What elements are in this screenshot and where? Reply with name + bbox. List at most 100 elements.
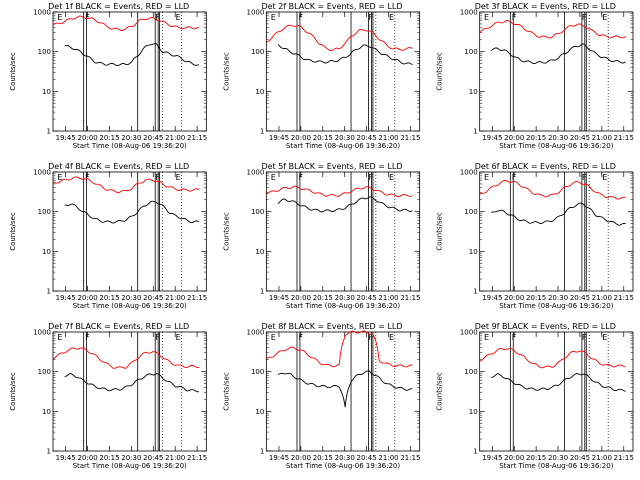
plot-frame xyxy=(52,331,207,452)
marker-label: E xyxy=(271,333,276,342)
x-tick-label: 19:45 xyxy=(269,134,289,142)
y-tick-label: 1 xyxy=(47,288,51,296)
events-series-line xyxy=(277,196,413,213)
marker-label: F xyxy=(155,333,160,342)
y-tick-label: 1000 xyxy=(33,9,51,17)
y-tick-label: 1000 xyxy=(247,169,265,177)
x-tick-label: 21:00 xyxy=(165,134,185,142)
panel-det-2: Det 2f BLACK = Events, RED = LLD 1 10 100 10… xyxy=(222,2,420,150)
x-tick-label: 20:30 xyxy=(335,134,355,142)
x-tick-label: 21:00 xyxy=(165,454,185,462)
x-tick-label: 21:15 xyxy=(187,454,207,462)
x-tick-label: 21:15 xyxy=(187,134,207,142)
x-axis-label: Start Time (08-Aug-06 19:36:20) xyxy=(73,142,187,150)
y-tick-label: 1 xyxy=(260,288,264,296)
x-tick-label: 21:00 xyxy=(165,294,185,302)
x-tick-label: 20:00 xyxy=(291,294,311,302)
events-series-line xyxy=(491,373,626,392)
x-tick-label: 20:00 xyxy=(77,454,97,462)
x-tick-label: 21:00 xyxy=(378,134,398,142)
x-tick-label: 20:30 xyxy=(548,454,568,462)
x-tick-label: 20:00 xyxy=(77,294,97,302)
marker-label: E xyxy=(176,333,181,342)
y-tick-label: 10 xyxy=(42,248,51,256)
x-tick-label: 20:45 xyxy=(357,454,377,462)
x-tick-label: 20:15 xyxy=(313,294,333,302)
y-tick-label: 100 xyxy=(38,48,51,56)
y-tick-label: 100 xyxy=(251,208,264,216)
y-tick-label: 100 xyxy=(251,48,264,56)
x-tick-label: 20:45 xyxy=(570,454,590,462)
y-tick-label: 1 xyxy=(473,288,477,296)
y-axis-label: Counts/sec xyxy=(222,372,230,411)
x-tick-label: 20:15 xyxy=(313,134,333,142)
x-tick-label: 19:45 xyxy=(269,294,289,302)
panel-title: Det 6f BLACK = Events, RED = LLD xyxy=(475,162,616,171)
marker-label: F xyxy=(369,333,374,342)
events-series-line xyxy=(491,202,626,226)
x-tick-label: 20:45 xyxy=(143,134,163,142)
lld-series-line xyxy=(266,185,413,197)
lld-series-line xyxy=(266,330,413,368)
x-tick-label: 20:45 xyxy=(357,294,377,302)
events-series-line xyxy=(277,44,413,66)
events-series-line xyxy=(64,373,200,393)
panel-det-5: Det 5f BLACK = Events, RED = LLD 1 10 100 10… xyxy=(222,162,420,310)
x-tick-label: 20:15 xyxy=(526,294,546,302)
events-series-line xyxy=(64,43,200,67)
x-tick-label: 21:00 xyxy=(592,454,612,462)
panel-title: Det 2f BLACK = Events, RED = LLD xyxy=(261,2,402,11)
plot-frame xyxy=(52,11,207,132)
x-tick-label: 21:00 xyxy=(378,454,398,462)
y-tick-label: 10 xyxy=(469,408,478,416)
y-tick-label: 100 xyxy=(38,368,51,376)
marker-label: E xyxy=(484,333,489,342)
x-tick-label: 21:15 xyxy=(614,294,634,302)
y-axis-label: Counts/sec xyxy=(9,212,17,251)
x-tick-label: 20:15 xyxy=(526,134,546,142)
x-tick-label: 19:45 xyxy=(482,454,502,462)
panel-det-1: Det 1f BLACK = Events, RED = LLD 1 10 100 10… xyxy=(9,2,207,150)
y-tick-label: 1000 xyxy=(33,169,51,177)
y-axis-label: Counts/sec xyxy=(436,52,444,91)
y-axis-label: Counts/sec xyxy=(9,52,17,91)
marker-label: E xyxy=(176,173,181,182)
x-tick-label: 20:15 xyxy=(99,454,119,462)
events-series-line xyxy=(277,370,413,408)
x-tick-label: 21:00 xyxy=(378,294,398,302)
marker-label: F xyxy=(298,333,303,342)
y-tick-label: 10 xyxy=(469,248,478,256)
events-series-line xyxy=(64,200,200,224)
marker-label: F xyxy=(298,13,303,22)
plot-frame xyxy=(479,171,634,292)
marker-label: E xyxy=(389,13,394,22)
y-axis-label: Counts/sec xyxy=(436,212,444,251)
x-tick-label: 20:45 xyxy=(570,294,590,302)
lld-series-line xyxy=(266,24,413,52)
events-series-line xyxy=(491,43,626,65)
lld-series-line xyxy=(479,180,626,200)
y-tick-label: 100 xyxy=(251,368,264,376)
x-tick-label: 20:00 xyxy=(504,454,524,462)
y-tick-label: 10 xyxy=(255,408,264,416)
x-tick-label: 20:15 xyxy=(99,134,119,142)
y-tick-label: 10 xyxy=(42,88,51,96)
marker-label: E xyxy=(389,173,394,182)
y-tick-label: 1 xyxy=(260,448,264,456)
lld-series-line xyxy=(52,15,200,31)
panel-title: Det 1f BLACK = Events, RED = LLD xyxy=(48,2,189,11)
panel-title: Det 4f BLACK = Events, RED = LLD xyxy=(48,162,189,171)
marker-label: F xyxy=(582,333,587,342)
y-tick-label: 1 xyxy=(260,128,264,136)
x-tick-label: 21:15 xyxy=(614,134,634,142)
x-tick-label: 20:30 xyxy=(121,454,141,462)
x-tick-label: 20:00 xyxy=(504,294,524,302)
y-tick-label: 1 xyxy=(47,128,51,136)
panel-det-8: Det 8f BLACK = Events, RED = LLD 1 10 100 10… xyxy=(222,322,420,470)
lld-series-line xyxy=(52,347,200,369)
lld-series-line xyxy=(479,348,626,369)
x-tick-label: 20:30 xyxy=(335,454,355,462)
plot-frame xyxy=(479,331,634,452)
